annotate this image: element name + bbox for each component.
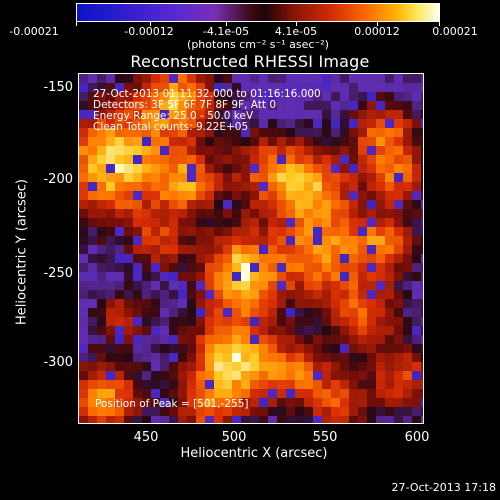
x-axis-label: Heliocentric X (arcsec) — [180, 446, 328, 461]
x-tick-label: 500 — [221, 430, 247, 445]
y-tick-label: -150 — [43, 80, 73, 95]
colorbar-tick-label: -0.00021 — [9, 25, 59, 38]
colorbar — [76, 3, 440, 22]
colorbar-tick-label: -4.1e-05 — [202, 25, 250, 38]
timestamp: 27-Oct-2013 17:18 — [391, 481, 496, 494]
y-tick-label: -300 — [43, 355, 73, 370]
rhessi-image — [79, 74, 423, 423]
colorbar-tick — [76, 22, 77, 26]
info-line-2: Detectors: 3F 5F 6F 7F 8F 9F, Att 0 — [93, 99, 277, 111]
colorbar-tick — [296, 22, 297, 26]
peak-position: Position of Peak = [501,-255] — [95, 398, 249, 410]
colorbar-tick-label: 0.00021 — [432, 25, 478, 38]
info-line-1: 27-Oct-2013 01:11:32.000 to 01:16:16.000 — [93, 88, 321, 100]
y-axis-label: Heliocentric Y (arcsec) — [14, 179, 30, 325]
x-tick-label: 600 — [404, 430, 430, 445]
colorbar-tick-label: -0.00012 — [124, 25, 174, 38]
colorbar-tick — [439, 22, 440, 26]
info-line-3: Energy Range: 25.0 - 50.0 keV — [93, 110, 254, 122]
y-tick-label: -200 — [43, 172, 73, 187]
image-frame: 27-Oct-2013 01:11:32.000 to 01:16:16.000… — [78, 73, 424, 424]
info-line-4: Clean Total counts: 9.22E+05 — [93, 121, 249, 133]
y-tick-label: -250 — [43, 266, 73, 281]
x-tick-label: 550 — [312, 430, 338, 445]
colorbar-tick — [377, 22, 378, 26]
colorbar-tick-label: 0.00012 — [354, 25, 400, 38]
colorbar-units: (photons cm⁻² s⁻¹ asec⁻²) — [187, 38, 329, 51]
x-tick-label: 450 — [133, 430, 159, 445]
plot-title: Reconstructed RHESSI Image — [130, 52, 370, 71]
colorbar-tick — [226, 22, 227, 26]
colorbar-tick — [150, 22, 151, 26]
colorbar-tick-label: 4.1e-05 — [274, 25, 318, 38]
